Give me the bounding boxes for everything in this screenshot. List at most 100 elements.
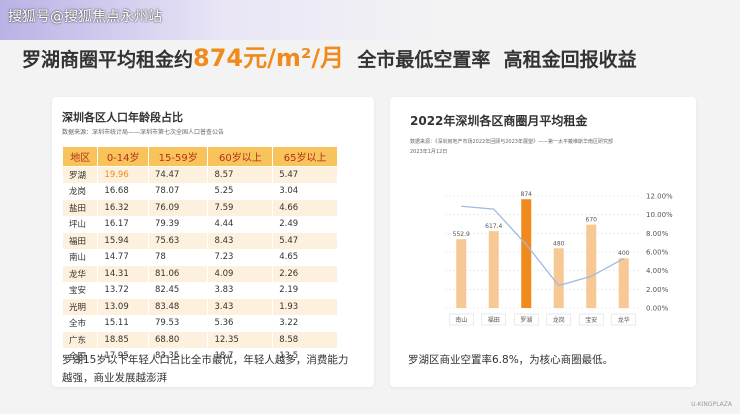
table-cell: 8.58 bbox=[272, 331, 338, 349]
bar bbox=[586, 224, 597, 308]
table-cell: 4.44 bbox=[207, 215, 274, 233]
table-cell: 15.94 bbox=[97, 232, 149, 250]
y2-tick-label: 10.00% bbox=[646, 211, 673, 219]
x-tick-label: 福田 bbox=[488, 316, 500, 324]
column-header: 65岁以上 bbox=[272, 146, 338, 167]
logo: U-KINGPLAZA bbox=[691, 401, 732, 408]
table-cell: 1.93 bbox=[272, 298, 338, 316]
x-tick-label: 龙岗 bbox=[553, 316, 565, 324]
table-cell: 4.09 bbox=[207, 265, 274, 283]
column-header: 15-59岁 bbox=[147, 146, 209, 167]
table-row: 盐田 16.32 76.09 7.59 4.66 bbox=[61, 199, 338, 217]
table-cell: 2.19 bbox=[272, 281, 338, 299]
category-box bbox=[481, 313, 507, 326]
table-cell: 7.59 bbox=[207, 199, 274, 217]
table-cell: 罗湖 bbox=[61, 166, 99, 184]
table-cell: 5.36 bbox=[207, 314, 274, 332]
table-row: 光明 13.09 83.48 3.43 1.93 bbox=[61, 298, 338, 316]
header-band bbox=[0, 0, 740, 40]
table-cell: 全市 bbox=[61, 314, 99, 332]
table-cell: 74.47 bbox=[147, 166, 209, 184]
table-cell: 龙华 bbox=[61, 265, 99, 283]
table-cell: 18.85 bbox=[97, 331, 149, 349]
slide-title: 罗湖商圈平均租金约874元/m²/月 全市最低空置率 高租金回报收益 bbox=[22, 38, 637, 73]
card-title: 深圳各区人口年龄段占比 bbox=[62, 111, 183, 124]
table-row: 全国 17.95 83.35 18.7 13.5 bbox=[61, 347, 338, 365]
table-cell: 2.49 bbox=[272, 215, 338, 233]
title-text: 罗湖商圈平均租金约 bbox=[22, 49, 194, 71]
x-tick-label: 宝安 bbox=[585, 316, 597, 324]
line bbox=[461, 205, 625, 287]
chart: 2022年深圳各区商圈月平均租金 数据来源：《深圳房地产市场2022年回顾与20… bbox=[410, 113, 673, 326]
data-label: 617.4 bbox=[485, 223, 502, 230]
table-cell: 82.45 bbox=[147, 281, 209, 299]
category-box bbox=[611, 313, 637, 326]
table-cell: 宝安 bbox=[61, 281, 99, 299]
data-label: 400 bbox=[618, 250, 630, 257]
x-tick-label: 龙华 bbox=[618, 316, 630, 324]
table-row: 南山 14.77 78 7.23 4.65 bbox=[61, 248, 338, 266]
table-cell: 5.47 bbox=[272, 166, 338, 184]
table-cell: 13.5 bbox=[272, 347, 338, 365]
table-cell: 79.53 bbox=[147, 314, 209, 332]
y2-tick-label: 2.00% bbox=[646, 286, 669, 294]
bar bbox=[521, 199, 532, 308]
table-cell: 坪山 bbox=[61, 215, 99, 233]
age-table: 地区 0-14岁 15-59岁 60岁以上 65岁以上 罗湖 19.96 74.47 8.57 5… bbox=[61, 146, 338, 365]
table-cell: 5.47 bbox=[272, 232, 338, 250]
table-cell: 16.32 bbox=[97, 199, 149, 217]
table-cell: 79.39 bbox=[147, 215, 209, 233]
table-cell: 全国 bbox=[61, 347, 99, 365]
table-cell: 13.72 bbox=[97, 281, 149, 299]
table-cell: 12.35 bbox=[207, 331, 274, 349]
caption: 罗湖15岁以下年轻人口占比全市最优，年轻人越多，消费能力越强，商业发展越澎湃 bbox=[62, 354, 349, 384]
column-header: 0-14岁 bbox=[97, 146, 149, 167]
table-cell: 南山 bbox=[61, 248, 99, 266]
date: 2023年1月12日 bbox=[410, 148, 447, 155]
table-cell: 3.83 bbox=[207, 281, 274, 299]
table-cell: 78 bbox=[147, 248, 209, 266]
table-row: 宝安 13.72 82.45 3.83 2.19 bbox=[61, 281, 338, 299]
data-label: 670 bbox=[586, 217, 598, 224]
table-row: 罗湖 19.96 74.47 8.57 5.47 bbox=[61, 166, 338, 184]
y2-tick-label: 4.00% bbox=[646, 267, 669, 275]
caption: 罗湖区商业空置率6.8%，为核心商圈最低。 bbox=[408, 354, 614, 366]
table-cell: 81.06 bbox=[147, 265, 209, 283]
table-cell: 7.23 bbox=[207, 248, 274, 266]
chart-title: 2022年深圳各区商圈月平均租金 bbox=[410, 113, 588, 128]
bar bbox=[618, 258, 629, 308]
y2-tick-label: 6.00% bbox=[646, 249, 669, 257]
y2-tick-label: 12.00% bbox=[646, 193, 673, 201]
table-cell: 5.25 bbox=[207, 182, 274, 200]
title-highlight: 874元/m²/月 bbox=[193, 44, 345, 72]
table-cell: 16.68 bbox=[97, 182, 149, 200]
table-cell: 广东 bbox=[61, 331, 99, 349]
header-row: 地区 0-14岁 15-59岁 60岁以上 65岁以上 bbox=[61, 146, 338, 167]
table-cell: 盐田 bbox=[61, 199, 99, 217]
watermark: 搜狐号@搜狐焦点永州站 bbox=[8, 9, 162, 25]
data-label: 874 bbox=[521, 191, 533, 198]
table-cell: 16.17 bbox=[97, 215, 149, 233]
table-cell: 龙岗 bbox=[61, 182, 99, 200]
category-box bbox=[578, 313, 604, 326]
table-cell: 14.31 bbox=[97, 265, 149, 283]
table-row: 广东 18.85 68.80 12.35 8.58 bbox=[61, 331, 338, 349]
table-cell: 3.04 bbox=[272, 182, 338, 200]
title-text: 全市最低空置率 高租金回报收益 bbox=[344, 49, 637, 71]
table-cell: 83.35 bbox=[147, 347, 209, 365]
table-row: 坪山 16.17 79.39 4.44 2.49 bbox=[61, 215, 338, 233]
table-cell: 15.11 bbox=[97, 314, 149, 332]
table-row: 龙岗 16.68 78.07 5.25 3.04 bbox=[61, 182, 338, 200]
data-label: 552.9 bbox=[453, 231, 470, 238]
x-tick-label: 南山 bbox=[455, 316, 467, 324]
table-cell: 4.66 bbox=[272, 199, 338, 217]
table-cell: 76.09 bbox=[147, 199, 209, 217]
bar bbox=[456, 239, 467, 308]
source: 数据来源：《深圳房地产市场2022年回顾与2023年展望》——第一太平戴维斯华南… bbox=[410, 138, 613, 145]
bar bbox=[553, 248, 564, 308]
table-cell: 8.43 bbox=[207, 232, 274, 250]
category-box bbox=[513, 313, 539, 326]
category-box bbox=[546, 313, 572, 326]
data-label: 480 bbox=[553, 240, 565, 247]
